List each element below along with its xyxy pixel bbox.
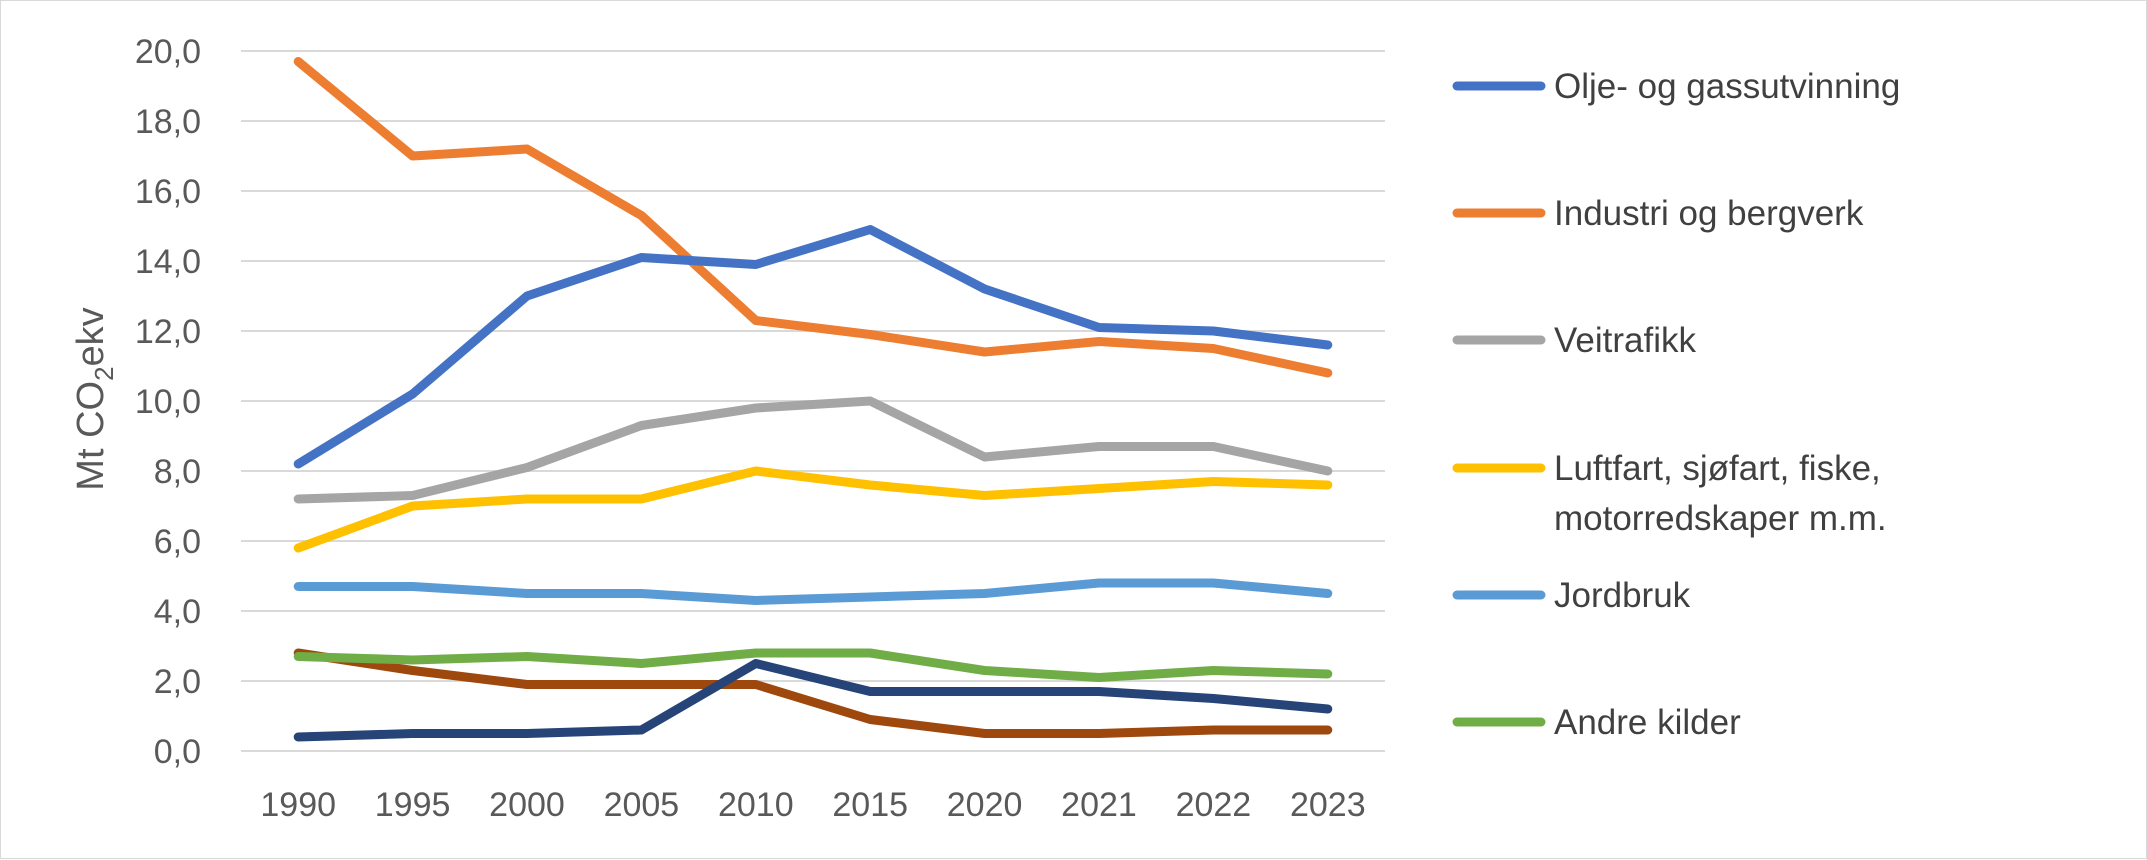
legend-label: Jordbruk — [1554, 576, 1691, 615]
legend-label: Veitrafikk — [1554, 321, 1696, 360]
y-tick-label: 16,0 — [135, 173, 201, 211]
y-tick-label: 10,0 — [135, 383, 201, 421]
series-line-olje-og-gassutvinning — [293, 225, 1333, 469]
x-axis-ticks: 1990 1995 2000 2005 2010 2015 2020 2021 2022 2023 — [260, 786, 1365, 824]
y-tick-label: 6,0 — [154, 523, 201, 561]
y-axis-label-subscript: 2 — [89, 366, 119, 380]
x-tick-label: 2015 — [832, 786, 908, 824]
y-tick-label: 0,0 — [154, 733, 201, 771]
x-tick-label: 2020 — [947, 786, 1023, 824]
legend-label: motorredskaper m.m. — [1554, 499, 1887, 538]
x-tick-label: 2005 — [604, 786, 680, 824]
legend: Olje- og gassutvinning Industri og bergve… — [1452, 67, 1900, 742]
y-tick-label: 4,0 — [154, 593, 201, 631]
y-axis-label-prefix: Mt CO — [70, 381, 112, 491]
series-line-veitrafikk — [293, 396, 1333, 504]
x-tick-label: 1990 — [260, 786, 336, 824]
legend-label: Luftfart, sjøfart, fiske, — [1554, 449, 1881, 488]
legend-label: Olje- og gassutvinning — [1554, 67, 1900, 106]
series-line-luftfart-sj-fart-fiske-motorredskaper-m-m — [293, 466, 1333, 553]
y-tick-label: 12,0 — [135, 313, 201, 351]
y-tick-label: 18,0 — [135, 103, 201, 141]
x-tick-label: 2021 — [1061, 786, 1137, 824]
y-tick-label: 14,0 — [135, 243, 201, 281]
series-line-industri-og-bergverk — [293, 57, 1333, 378]
y-tick-label: 8,0 — [154, 453, 201, 491]
legend-label: Andre kilder — [1554, 703, 1741, 742]
x-tick-label: 1995 — [375, 786, 451, 824]
series-line-unlabeled-7 — [293, 648, 1333, 738]
series-line-andre-kilder — [293, 648, 1333, 682]
y-axis-ticks: 0,0 2,0 4,0 6,0 8,0 10,0 12,0 14,0 16,0 18,0 20,0 — [135, 33, 201, 771]
x-tick-label: 2000 — [489, 786, 565, 824]
y-tick-label: 20,0 — [135, 33, 201, 71]
series-line-jordbruk — [293, 578, 1333, 605]
legend-label: Industri og bergverk — [1554, 194, 1864, 233]
series-lines — [293, 57, 1333, 742]
x-tick-label: 2022 — [1176, 786, 1252, 824]
y-axis-label-suffix: ekv — [70, 307, 112, 366]
y-axis-label: Mt CO2ekv — [70, 307, 119, 490]
y-tick-label: 2,0 — [154, 663, 201, 701]
series-line-unlabeled-6 — [293, 659, 1333, 742]
x-tick-label: 2010 — [718, 786, 794, 824]
x-tick-label: 2023 — [1290, 786, 1366, 824]
